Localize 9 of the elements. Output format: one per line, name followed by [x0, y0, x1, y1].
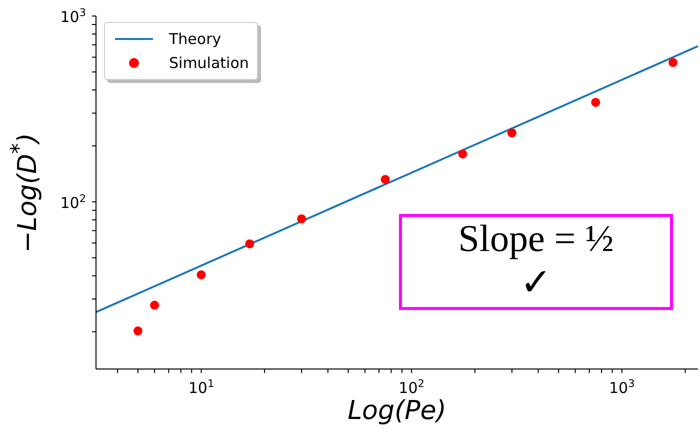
annotation: ✓ — [519, 261, 553, 305]
annotation: Slope = ½ — [457, 217, 615, 261]
x-tick-label: 10$^{1}$ — [188, 378, 214, 397]
legend-label: Simulation — [169, 54, 249, 72]
x-tick-label: 10$^{3}$ — [609, 378, 635, 397]
framed-note: Slope = ½ ✓ — [399, 214, 673, 310]
x-axis-title: Log(Pe) — [346, 396, 448, 426]
x-tick-label: 10$^{2}$ — [398, 378, 424, 397]
legend-label: Theory — [169, 30, 222, 48]
